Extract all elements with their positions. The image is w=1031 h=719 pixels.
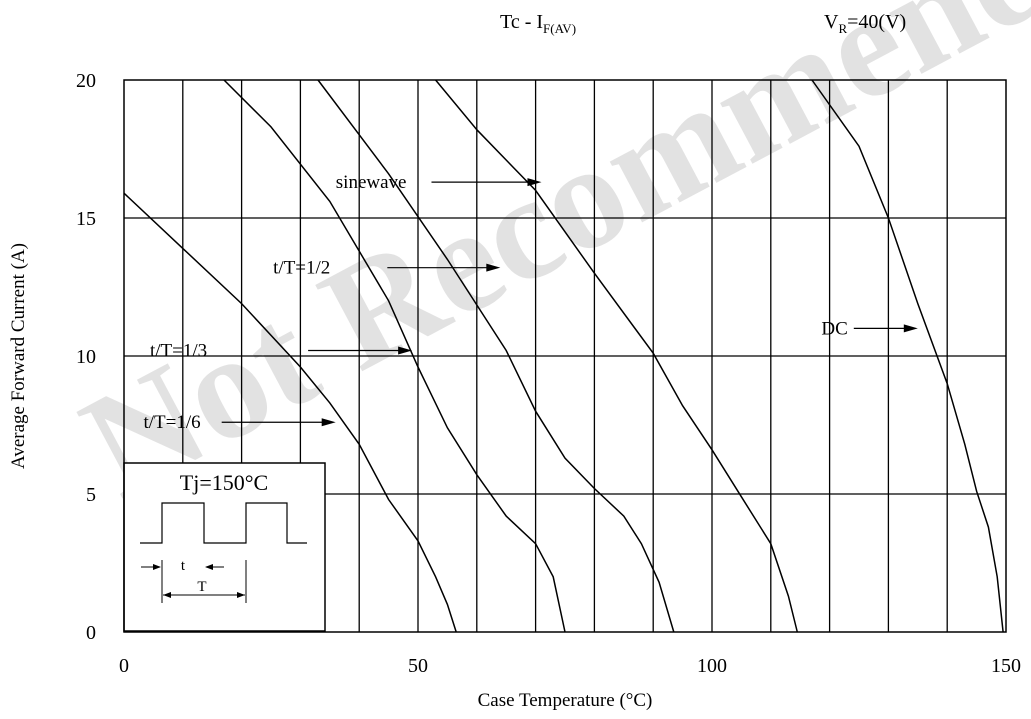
inset-label-T: T <box>197 579 206 595</box>
y-tick-label: 0 <box>86 622 96 644</box>
annotation-label-t-t-1-3: t/T=1/3 <box>150 340 207 361</box>
curves <box>123 79 1004 633</box>
y-tick-label: 15 <box>76 208 96 230</box>
series-line-sinewave <box>435 79 799 633</box>
annotation-arrowhead-t-t-1-6 <box>321 418 336 427</box>
annotation-label-dc: DC <box>821 318 847 339</box>
annotation-arrowhead-dc <box>903 324 918 333</box>
series-line-t-t-1-3 <box>223 79 566 633</box>
annotation-arrowhead-t-t-1-3 <box>398 346 413 355</box>
inset-box: Tj=150°C t T <box>123 462 326 632</box>
pulse-waveform <box>140 502 307 544</box>
x-tick-label: 150 <box>991 655 1021 677</box>
chart-title: Tc - IF(AV) <box>500 11 576 36</box>
annotation-label-sinewave: sinewave <box>336 172 407 193</box>
series-line-t-t-1-2 <box>317 79 675 633</box>
t-arrowhead-left <box>153 564 161 570</box>
T-arrowhead-left <box>163 592 171 598</box>
y-tick-label: 20 <box>76 70 96 92</box>
annotation-label-t-t-1-6: t/T=1/6 <box>144 412 201 433</box>
y-axis-label: Average Forward Current (A) <box>8 243 29 469</box>
annotations: sinewave t/T=1/2 DC t/T=1/3 t/T=1/6 <box>144 172 918 433</box>
axes: 0 50 100 150 0 5 10 15 20 Case Temperature (°C) Av… <box>8 70 1021 711</box>
y-tick-label: 10 <box>76 346 96 368</box>
T-arrowhead-right <box>237 592 245 598</box>
condition-label: VR=40(V) <box>824 11 906 36</box>
series-line-t-t-1-6 <box>123 192 457 633</box>
inset-label-t: t <box>181 558 186 574</box>
x-tick-label: 100 <box>697 655 727 677</box>
t-arrowhead-right <box>205 564 213 570</box>
series-line-dc <box>811 79 1004 633</box>
annotation-arrowhead-t-t-1-2 <box>486 263 501 272</box>
inset-title: Tj=150°C <box>180 470 268 495</box>
annotation-label-t-t-1-2: t/T=1/2 <box>273 258 330 279</box>
x-tick-label: 50 <box>408 655 428 677</box>
grid <box>124 80 1006 632</box>
x-tick-label: 0 <box>119 655 129 677</box>
y-tick-label: 5 <box>86 484 96 506</box>
x-axis-label: Case Temperature (°C) <box>478 690 653 711</box>
plot-frame <box>123 79 1007 633</box>
annotation-arrowhead-sinewave <box>527 178 542 187</box>
inset-frame <box>123 462 326 632</box>
